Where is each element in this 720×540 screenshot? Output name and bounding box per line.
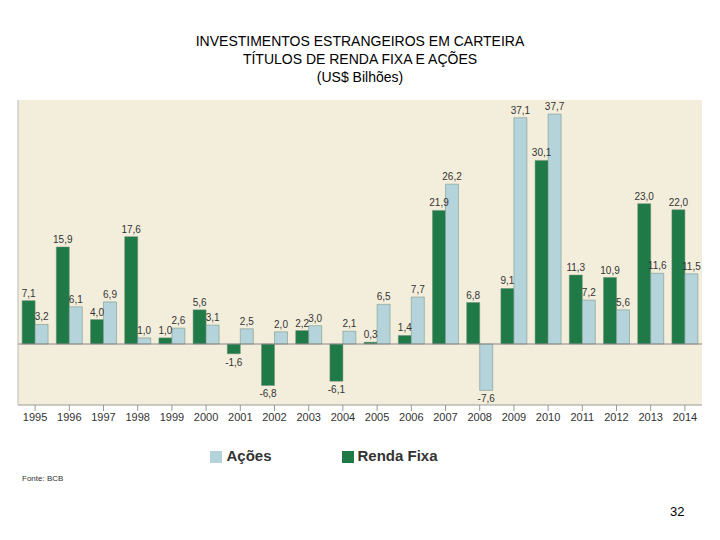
- svg-text:2012: 2012: [604, 411, 628, 423]
- html-text:(US$ Bilhões): (US$ Bilhões): [316, 69, 404, 85]
- svg-text:2006: 2006: [399, 411, 423, 423]
- html-text:Fonte: BCB: Fonte: BCB: [22, 474, 64, 483]
- svg-text:-6,8: -6,8: [259, 388, 277, 399]
- svg-text:3,2: 3,2: [35, 311, 49, 322]
- svg-text:17,6: 17,6: [121, 224, 141, 235]
- svg-text:1999: 1999: [160, 411, 184, 423]
- svg-text:2,6: 2,6: [171, 315, 185, 326]
- svg-text:2,0: 2,0: [274, 319, 288, 330]
- svg-text:1998: 1998: [125, 411, 149, 423]
- svg-text:-7,6: -7,6: [478, 393, 496, 404]
- html-text:32: 32: [670, 504, 685, 519]
- svg-text:2003: 2003: [296, 411, 320, 423]
- svg-text:21,9: 21,9: [429, 197, 449, 208]
- svg-text:10,9: 10,9: [600, 265, 620, 276]
- svg-text:2,1: 2,1: [342, 318, 356, 329]
- svg-text:7,2: 7,2: [582, 287, 596, 298]
- svg-text:22,0: 22,0: [669, 197, 689, 208]
- svg-text:26,2: 26,2: [442, 171, 462, 182]
- svg-text:2011: 2011: [570, 411, 594, 423]
- svg-text:11,6: 11,6: [648, 260, 667, 271]
- svg-text:11,3: 11,3: [566, 262, 585, 273]
- svg-text:1,4: 1,4: [398, 322, 412, 333]
- svg-text:2,2: 2,2: [295, 317, 310, 329]
- html-text:TÍTULOS DE RENDA FIXA E AÇÕES: TÍTULOS DE RENDA FIXA E AÇÕES: [242, 51, 478, 67]
- svg-text:37,7: 37,7: [545, 101, 565, 112]
- html-text:Ações: Ações: [226, 447, 272, 464]
- svg-text:1,0: 1,0: [137, 325, 151, 336]
- svg-text:6,9: 6,9: [103, 289, 117, 300]
- html-text:INVESTIMENTOS ESTRANGEIROS EM: INVESTIMENTOS ESTRANGEIROS EM CARTEIRA: [195, 33, 525, 49]
- svg-text:7,1: 7,1: [22, 288, 36, 299]
- svg-text:15,9: 15,9: [53, 234, 73, 245]
- svg-text:2009: 2009: [502, 411, 526, 423]
- svg-text:30,1: 30,1: [532, 147, 552, 158]
- svg-text:2014: 2014: [673, 411, 697, 423]
- svg-text:2010: 2010: [536, 411, 560, 423]
- svg-text:2002: 2002: [262, 411, 286, 423]
- svg-text:1995: 1995: [23, 411, 47, 423]
- svg-text:1996: 1996: [57, 411, 81, 423]
- svg-text:6,5: 6,5: [377, 291, 391, 302]
- svg-text:3,0: 3,0: [308, 313, 322, 324]
- svg-text:9,1: 9,1: [500, 275, 514, 286]
- svg-text:7,7: 7,7: [411, 284, 425, 295]
- svg-text:2000: 2000: [194, 411, 218, 423]
- svg-text:6,1: 6,1: [69, 294, 83, 305]
- svg-text:2004: 2004: [331, 411, 355, 423]
- svg-text:23,0: 23,0: [634, 191, 654, 202]
- svg-text:37,1: 37,1: [511, 105, 531, 116]
- html-text:Renda Fixa: Renda Fixa: [357, 447, 438, 464]
- svg-text:3,1: 3,1: [206, 312, 220, 323]
- svg-text:-1,6: -1,6: [225, 357, 243, 368]
- svg-text:2005: 2005: [365, 411, 389, 423]
- svg-text:1,0: 1,0: [158, 325, 172, 336]
- svg-text:5,6: 5,6: [616, 297, 630, 308]
- svg-text:2,5: 2,5: [240, 316, 254, 327]
- svg-text:2007: 2007: [433, 411, 457, 423]
- svg-text:2001: 2001: [228, 411, 252, 423]
- svg-text:6,8: 6,8: [466, 290, 480, 301]
- svg-text:2008: 2008: [467, 411, 491, 423]
- svg-text:-6,1: -6,1: [328, 384, 346, 395]
- svg-text:0,3: 0,3: [364, 329, 378, 340]
- svg-text:11,5: 11,5: [682, 261, 701, 272]
- svg-text:4,0: 4,0: [90, 307, 104, 318]
- svg-text:1997: 1997: [91, 411, 115, 423]
- svg-text:5,6: 5,6: [193, 297, 207, 308]
- svg-text:2013: 2013: [638, 411, 662, 423]
